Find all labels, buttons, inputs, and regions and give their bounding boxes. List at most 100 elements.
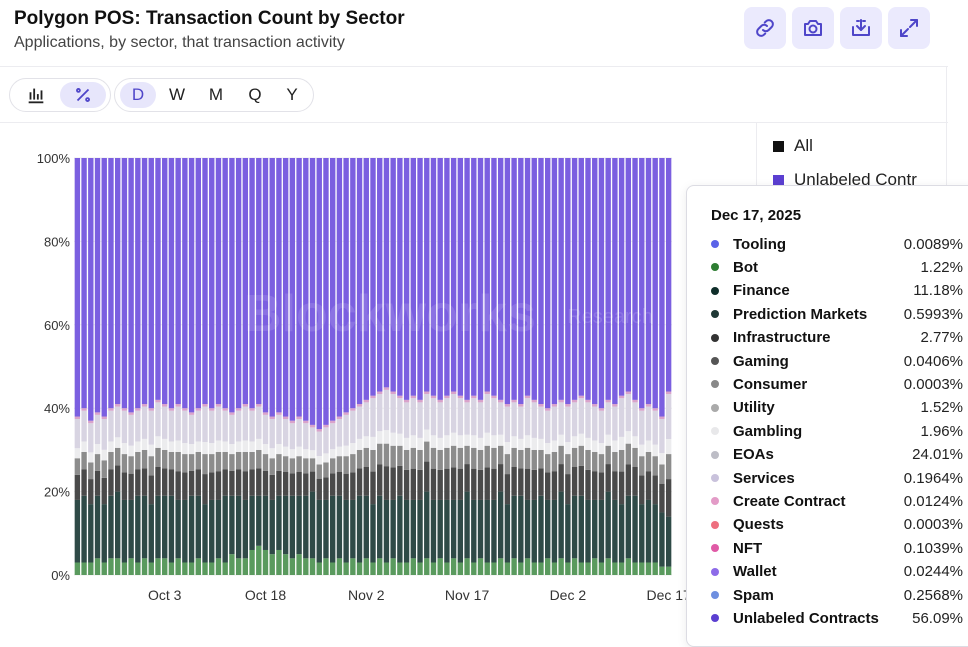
bar-segment-gambling[interactable] — [222, 441, 228, 452]
bar-segment-eoas[interactable] — [323, 427, 329, 454]
bar-segment-bot[interactable] — [256, 545, 262, 575]
bar-segment-infrastructure[interactable] — [141, 468, 148, 496]
bar-segment-unlabeled-contracts[interactable] — [457, 158, 464, 396]
bar-segment-gambling[interactable] — [323, 453, 329, 463]
bar-segment-nft[interactable] — [497, 399, 504, 403]
bar-segment-finance[interactable] — [336, 495, 343, 559]
bar-segment-utility[interactable] — [377, 443, 383, 465]
bar-segment-nft[interactable] — [222, 408, 228, 411]
bar-segment-utility[interactable] — [639, 456, 645, 476]
bar-segment-bot[interactable] — [571, 558, 578, 575]
bar-segment-unlabeled-contracts[interactable] — [74, 158, 81, 417]
bar-segment-gambling[interactable] — [632, 436, 638, 448]
bar-segment-gambling[interactable] — [175, 440, 181, 452]
bar-segment-finance[interactable] — [81, 495, 87, 563]
bar-segment-finance[interactable] — [101, 504, 107, 563]
bar-segment-nft[interactable] — [135, 408, 141, 411]
download-button[interactable] — [840, 7, 882, 49]
bar-segment-finance[interactable] — [276, 495, 282, 550]
bar-segment-utility[interactable] — [524, 447, 531, 469]
bar-segment-bot[interactable] — [262, 549, 269, 575]
bar-segment-eoas[interactable] — [256, 406, 262, 439]
bar-segment-infrastructure[interactable] — [450, 467, 457, 500]
bar-segment-infrastructure[interactable] — [289, 473, 296, 496]
bar-segment-bot[interactable] — [491, 562, 497, 575]
bar-segment-bot[interactable] — [665, 566, 672, 575]
bar-segment-bot[interactable] — [605, 558, 611, 575]
bar-segment-infrastructure[interactable] — [531, 469, 537, 500]
bar-segment-nft[interactable] — [343, 412, 349, 415]
bar-segment-infrastructure[interactable] — [121, 472, 128, 500]
bar-segment-utility[interactable] — [188, 454, 195, 471]
bar-segment-eoas[interactable] — [303, 423, 309, 450]
bar-segment-eoas[interactable] — [289, 423, 296, 450]
bar-segment-eoas[interactable] — [410, 398, 417, 436]
bar-segment-bot[interactable] — [578, 562, 584, 575]
bar-segment-gambling[interactable] — [356, 438, 363, 450]
bar-segment-unlabeled-contracts[interactable] — [269, 158, 275, 417]
bar-segment-infrastructure[interactable] — [356, 468, 363, 496]
bar-segment-gambling[interactable] — [504, 442, 511, 455]
bar-segment-infrastructure[interactable] — [202, 474, 208, 505]
bar-segment-nft[interactable] — [605, 399, 611, 403]
bar-segment-eoas[interactable] — [215, 406, 222, 441]
bar-segment-bot[interactable] — [114, 558, 121, 575]
bar-segment-nft[interactable] — [383, 387, 390, 390]
bar-segment-utility[interactable] — [652, 456, 658, 476]
bar-segment-gambling[interactable] — [135, 441, 141, 452]
bar-segment-infrastructure[interactable] — [148, 475, 154, 505]
bar-segment-unlabeled-contracts[interactable] — [397, 158, 403, 396]
bar-segment-finance[interactable] — [182, 499, 188, 563]
bar-segment-unlabeled-contracts[interactable] — [370, 158, 376, 396]
bar-segment-infrastructure[interactable] — [659, 483, 665, 513]
bar-segment-gambling[interactable] — [518, 438, 524, 450]
bar-segment-unlabeled-contracts[interactable] — [377, 158, 383, 392]
bar-segment-infrastructure[interactable] — [558, 464, 564, 492]
bar-segment-finance[interactable] — [598, 499, 605, 563]
bar-segment-eoas[interactable] — [444, 398, 450, 436]
bar-segment-finance[interactable] — [612, 499, 618, 563]
bar-segment-nft[interactable] — [618, 395, 625, 399]
bar-segment-gambling[interactable] — [403, 437, 410, 450]
bar-segment-bot[interactable] — [235, 558, 242, 575]
bar-segment-utility[interactable] — [229, 454, 235, 471]
bar-segment-utility[interactable] — [323, 462, 329, 478]
bar-segment-finance[interactable] — [309, 491, 316, 559]
bar-segment-gambling[interactable] — [296, 446, 302, 457]
bar-segment-utility[interactable] — [383, 443, 390, 467]
bar-segment-eoas[interactable] — [162, 406, 168, 439]
bar-segment-unlabeled-contracts[interactable] — [108, 158, 114, 409]
bar-segment-utility[interactable] — [464, 445, 470, 465]
bar-segment-finance[interactable] — [262, 495, 269, 550]
bar-segment-infrastructure[interactable] — [639, 475, 645, 505]
bar-segment-nft[interactable] — [175, 404, 181, 407]
bar-segment-finance[interactable] — [625, 495, 632, 559]
bar-segment-eoas[interactable] — [538, 406, 544, 439]
bar-segment-eoas[interactable] — [101, 419, 107, 450]
bar-segment-finance[interactable] — [471, 499, 477, 563]
bar-segment-finance[interactable] — [504, 504, 511, 563]
bar-segment-unlabeled-contracts[interactable] — [538, 158, 544, 405]
bar-segment-utility[interactable] — [108, 451, 114, 470]
bar-segment-infrastructure[interactable] — [383, 466, 390, 500]
bar-segment-unlabeled-contracts[interactable] — [262, 158, 269, 413]
bar-segment-unlabeled-contracts[interactable] — [645, 158, 652, 405]
bar-segment-gambling[interactable] — [377, 431, 383, 444]
bar-segment-infrastructure[interactable] — [444, 468, 450, 500]
bar-segment-utility[interactable] — [282, 456, 289, 473]
bar-segment-unlabeled-contracts[interactable] — [545, 158, 551, 409]
bar-segment-gambling[interactable] — [316, 455, 322, 465]
bar-segment-finance[interactable] — [437, 499, 443, 559]
bar-segment-infrastructure[interactable] — [363, 467, 369, 496]
bar-segment-infrastructure[interactable] — [209, 472, 215, 500]
bar-segment-bot[interactable] — [168, 562, 175, 575]
bar-segment-gambling[interactable] — [282, 446, 289, 457]
bar-segment-nft[interactable] — [417, 399, 423, 403]
bar-segment-gambling[interactable] — [209, 443, 215, 455]
bar-segment-gambling[interactable] — [598, 443, 605, 455]
bar-segment-bot[interactable] — [222, 562, 228, 575]
bar-segment-eoas[interactable] — [121, 410, 128, 444]
interval-y-button[interactable]: Y — [286, 85, 298, 104]
bar-segment-gambling[interactable] — [235, 441, 242, 452]
bar-segment-infrastructure[interactable] — [262, 470, 269, 496]
